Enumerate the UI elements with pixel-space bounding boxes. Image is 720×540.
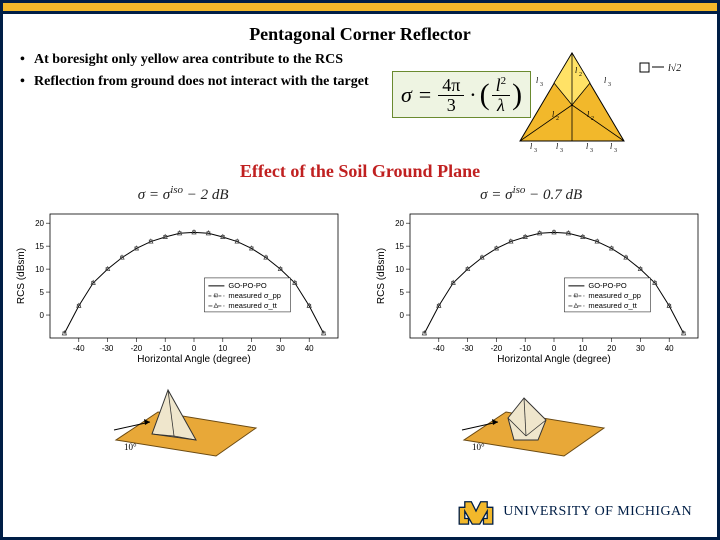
svg-text:3: 3 [560, 148, 563, 153]
formula-lhs: σ = [401, 82, 432, 108]
reflector-triangle-diagram: l3 l3 l2 l2 l2 l3 l3 l3 l3 l√2 [492, 45, 692, 155]
svg-text:l: l [604, 76, 607, 85]
svg-text:2: 2 [579, 72, 582, 78]
top-row: At boresight only yellow area contribute… [12, 51, 708, 161]
svg-text:30: 30 [276, 344, 285, 353]
svg-text:-40: -40 [433, 344, 445, 353]
svg-text:40: 40 [305, 344, 314, 353]
svg-text:10: 10 [218, 344, 227, 353]
paren-open: ( [480, 78, 490, 112]
svg-text:30: 30 [636, 344, 645, 353]
svg-text:3: 3 [590, 148, 593, 153]
svg-text:20: 20 [247, 344, 256, 353]
gold-top-band [3, 3, 717, 11]
svg-text:Horizontal Angle (degree): Horizontal Angle (degree) [137, 354, 250, 365]
ground-scene-right: 10° [454, 370, 614, 462]
svg-text:measured σ_pp: measured σ_pp [588, 291, 641, 300]
svg-text:3: 3 [608, 82, 611, 88]
svg-text:2: 2 [591, 116, 594, 122]
svg-text:15: 15 [395, 242, 404, 251]
svg-text:-20: -20 [131, 344, 143, 353]
svg-text:10: 10 [395, 265, 404, 274]
svg-text:measured σ_tt: measured σ_tt [588, 301, 637, 310]
scenes-row: 10° 10° [12, 370, 708, 462]
svg-text:-10: -10 [519, 344, 531, 353]
svg-text:20: 20 [607, 344, 616, 353]
svg-text:10: 10 [35, 265, 44, 274]
svg-text:10°: 10° [472, 442, 485, 452]
svg-text:-30: -30 [462, 344, 474, 353]
svg-text:Horizontal Angle (degree): Horizontal Angle (degree) [497, 354, 610, 365]
svg-text:5: 5 [400, 288, 405, 297]
rcs-chart-right: -40-30-20-1001020304005101520Horizontal … [372, 206, 708, 366]
svg-text:20: 20 [35, 219, 44, 228]
svg-text:-20: -20 [491, 344, 503, 353]
svg-text:measured σ_pp: measured σ_pp [228, 291, 281, 300]
bullet-item: At boresight only yellow area contribute… [34, 51, 382, 69]
pentagonal-reflector-icon [508, 398, 546, 440]
svg-text:RCS (dBsm): RCS (dBsm) [16, 248, 27, 304]
svg-text:0: 0 [40, 311, 45, 320]
pentagon-triangle-icon: l3 l3 l2 l2 l2 l3 l3 l3 l3 [520, 53, 624, 153]
svg-text:-30: -30 [102, 344, 114, 353]
formula-dot: · [469, 82, 476, 108]
svg-text:-10: -10 [159, 344, 171, 353]
svg-text:20: 20 [395, 219, 404, 228]
svg-text:3: 3 [534, 148, 537, 153]
svg-text:l: l [536, 76, 539, 85]
svg-text:RCS (dBsm): RCS (dBsm) [376, 248, 387, 304]
svg-text:GO-PO-PO: GO-PO-PO [228, 281, 267, 290]
section-subtitle: Effect of the Soil Ground Plane [12, 161, 708, 182]
rcs-chart-left: -40-30-20-1001020304005101520Horizontal … [12, 206, 348, 366]
ground-scene-left: 10° [106, 370, 266, 462]
eq-right: σ = σiso − 0.7 dB [480, 184, 582, 204]
svg-text:measured σ_tt: measured σ_tt [228, 301, 277, 310]
svg-text:l: l [530, 142, 533, 151]
ground-plane-equations: σ = σiso − 2 dB σ = σiso − 0.7 dB [12, 184, 708, 204]
svg-text:l√2: l√2 [668, 63, 681, 74]
svg-text:40: 40 [665, 344, 674, 353]
svg-text:l: l [556, 142, 559, 151]
triangle-legend: l√2 [640, 63, 681, 74]
eq-left: σ = σiso − 2 dB [138, 184, 229, 204]
bullet-list: At boresight only yellow area contribute… [12, 51, 382, 90]
svg-text:l: l [586, 142, 589, 151]
svg-text:10°: 10° [124, 442, 137, 452]
slide-content: Pentagonal Corner Reflector At boresight… [12, 20, 708, 532]
logo-text: UNIVERSITY OF MICHIGAN [503, 504, 692, 520]
svg-text:GO-PO-PO: GO-PO-PO [588, 281, 627, 290]
page-title: Pentagonal Corner Reflector [12, 24, 708, 45]
svg-text:2: 2 [556, 116, 559, 122]
svg-text:5: 5 [40, 288, 45, 297]
svg-text:10: 10 [578, 344, 587, 353]
svg-text:0: 0 [552, 344, 557, 353]
svg-text:3: 3 [540, 82, 543, 88]
svg-text:0: 0 [192, 344, 197, 353]
bullet-item: Reflection from ground does not interact… [34, 73, 382, 91]
svg-text:3: 3 [614, 148, 617, 153]
svg-text:-40: -40 [73, 344, 85, 353]
university-logo: UNIVERSITY OF MICHIGAN [457, 498, 692, 526]
svg-text:0: 0 [400, 311, 405, 320]
formula-frac1: 4π 3 [438, 76, 464, 115]
svg-text:15: 15 [35, 242, 44, 251]
svg-text:l: l [610, 142, 613, 151]
charts-row: -40-30-20-1001020304005101520Horizontal … [12, 206, 708, 366]
block-m-icon [457, 498, 495, 526]
